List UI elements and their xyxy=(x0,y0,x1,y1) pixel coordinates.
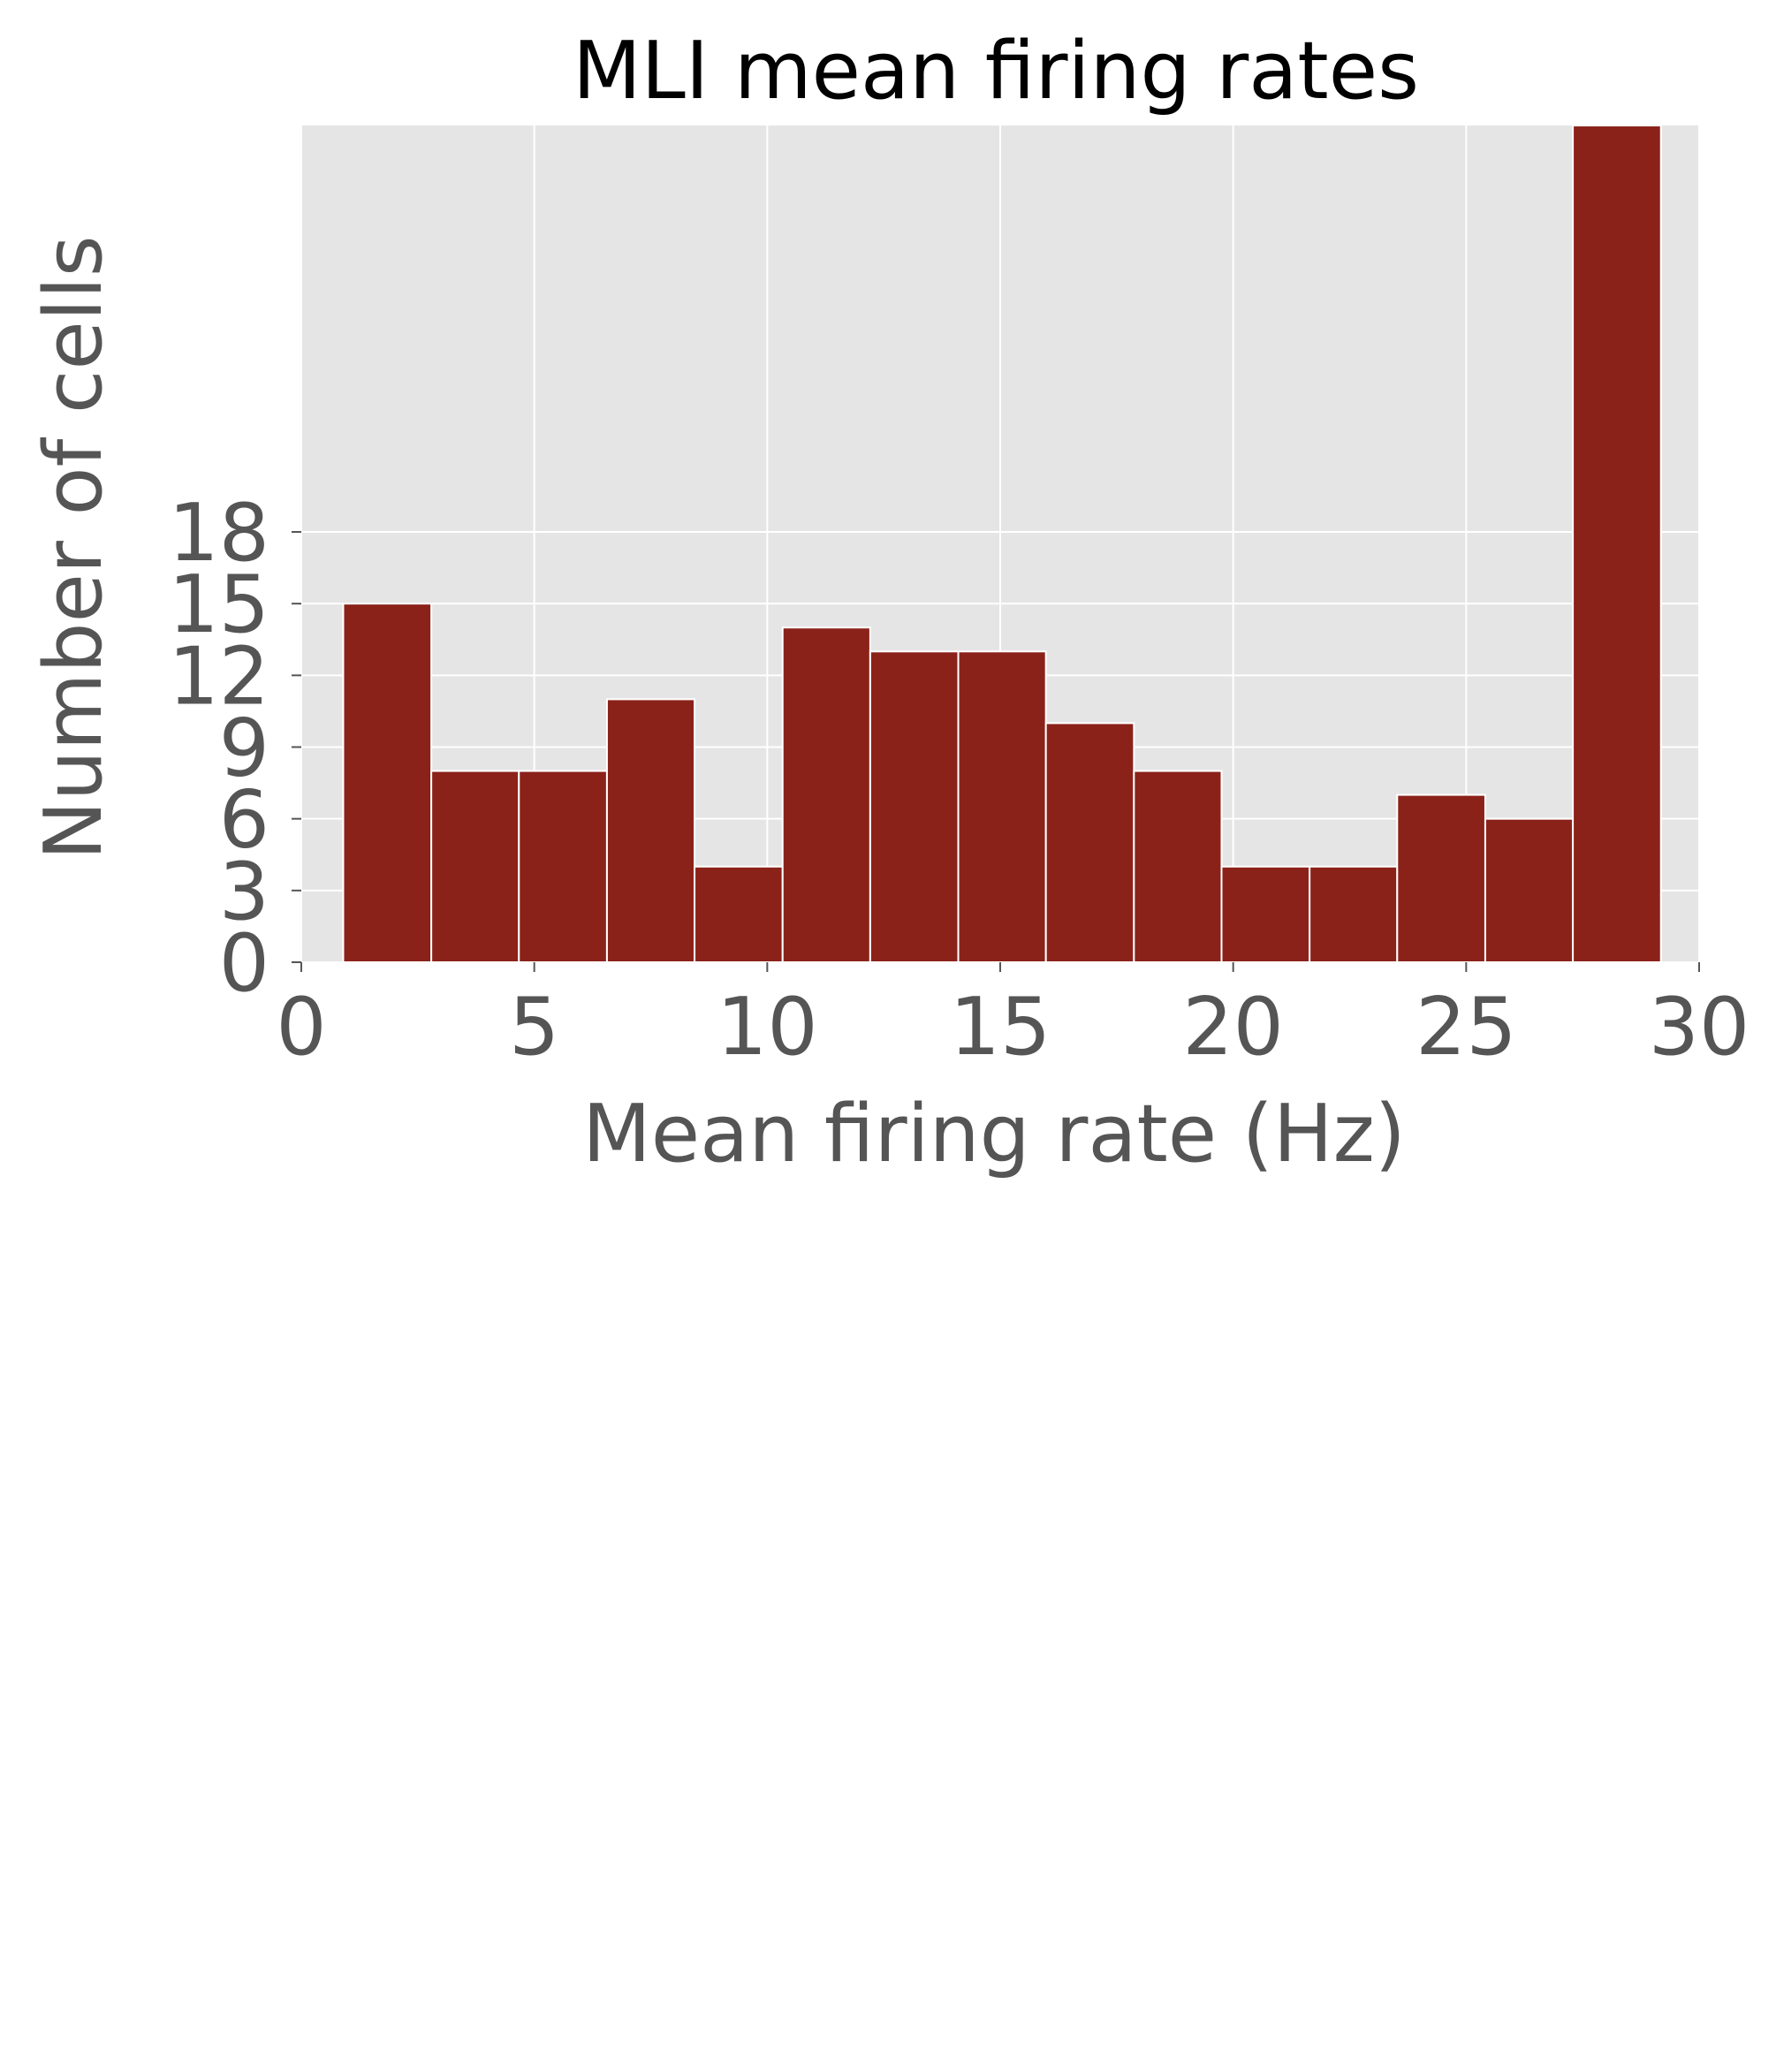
y-tick-label: 18 xyxy=(168,487,269,580)
histogram-bar xyxy=(781,626,871,963)
x-tick-label: 30 xyxy=(1649,981,1750,1074)
axis-ticks xyxy=(292,531,1700,972)
x-tick-label: 10 xyxy=(717,981,818,1074)
histogram-bar xyxy=(694,865,784,963)
histogram-bar xyxy=(1396,793,1486,963)
y-tick-label: 15 xyxy=(168,558,269,651)
x-tick-labels: 0 5 10 15 20 25 30 xyxy=(276,981,1749,1074)
x-tick-label: 5 xyxy=(509,981,559,1074)
x-tick-label: 25 xyxy=(1415,981,1517,1074)
histogram-bar xyxy=(1044,722,1135,963)
y-tick-label: 3 xyxy=(219,846,269,938)
y-tick-label: 0 xyxy=(219,917,269,1010)
y-axis-label: Number of cells xyxy=(27,235,120,860)
histogram-bar xyxy=(1220,865,1311,963)
y-tick-label: 6 xyxy=(219,774,269,867)
histogram-bar xyxy=(605,698,696,964)
x-tick-label: 15 xyxy=(950,981,1051,1074)
x-tick-label: 20 xyxy=(1182,981,1284,1074)
histogram-bars xyxy=(342,125,1662,964)
histogram-bar xyxy=(1572,125,1662,964)
histogram-bar xyxy=(1309,865,1399,963)
x-tick-label: 0 xyxy=(276,981,326,1074)
histogram-bar xyxy=(430,770,520,963)
chart-title: MLI mean firing rates xyxy=(573,25,1419,118)
histogram-bar xyxy=(518,770,608,963)
histogram-bar xyxy=(1133,770,1223,963)
histogram-bar xyxy=(342,603,433,964)
y-tick-label: 12 xyxy=(168,630,269,723)
y-tick-label: 9 xyxy=(219,702,269,795)
histogram-bar xyxy=(1484,817,1575,964)
histogram-bar xyxy=(869,650,960,963)
histogram-bar xyxy=(957,650,1047,963)
x-axis-label: Mean firing rate (Hz) xyxy=(582,1088,1406,1180)
